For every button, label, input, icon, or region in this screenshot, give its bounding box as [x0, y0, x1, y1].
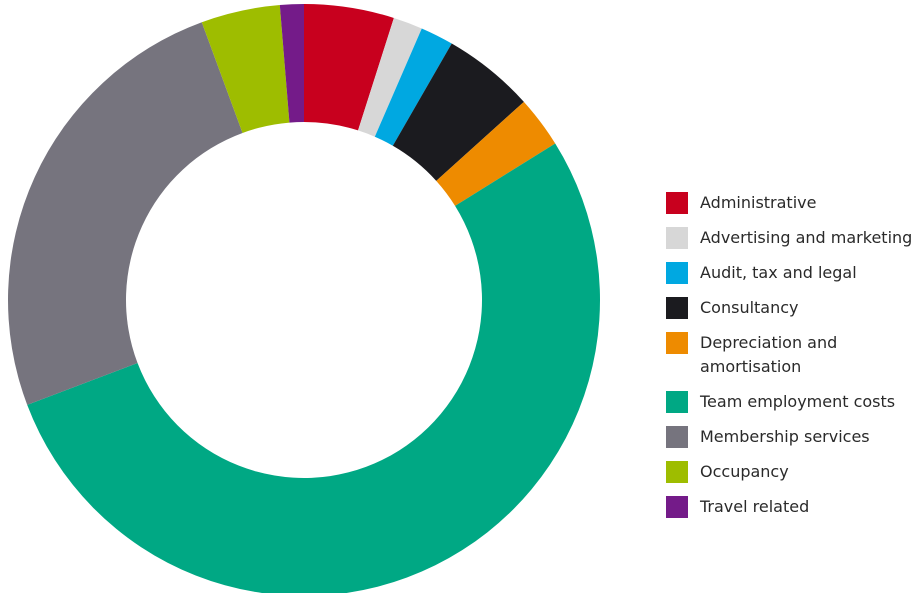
legend-swatch [666, 391, 688, 413]
legend-swatch [666, 297, 688, 319]
legend-item-depreciation-and-amortisation: Depreciation and amortisation [666, 331, 922, 379]
legend-label: Occupancy [700, 462, 789, 481]
legend-item-occupancy: Occupancy [666, 460, 922, 484]
legend-item-advertising-and-marketing: Advertising and marketing [666, 226, 922, 250]
slice-membership-services [7, 22, 243, 405]
slice-team-employment-costs [27, 143, 600, 593]
legend-label: Team employment costs [700, 392, 896, 411]
slice-occupancy [201, 4, 290, 133]
slice-audit-tax-and-legal [374, 28, 452, 146]
legend-swatch [666, 332, 688, 354]
legend: Administrative Advertising and marketing A… [666, 191, 922, 530]
legend-item-consultancy: Consultancy [666, 296, 922, 320]
legend-label: Consultancy [700, 298, 799, 317]
legend-label: Advertising and marketing [700, 228, 913, 247]
slice-depreciation-and-amortisation [436, 101, 556, 206]
slice-consultancy [392, 43, 524, 181]
legend-item-audit-tax-and-legal: Audit, tax and legal [666, 261, 922, 285]
legend-label: Audit, tax and legal [700, 263, 857, 282]
legend-swatch [666, 262, 688, 284]
legend-item-membership-services: Membership services [666, 425, 922, 449]
legend-swatch [666, 496, 688, 518]
slice-advertising-and-marketing [358, 17, 422, 137]
slice-administrative [304, 4, 394, 131]
legend-item-team-employment-costs: Team employment costs [666, 390, 922, 414]
legend-swatch [666, 192, 688, 214]
legend-item-travel-related: Travel related [666, 495, 922, 519]
legend-label: Depreciation and amortisation [700, 333, 838, 376]
legend-label: Travel related [700, 497, 810, 516]
legend-label: Membership services [700, 427, 870, 446]
legend-swatch [666, 426, 688, 448]
donut-slices [7, 4, 600, 593]
legend-swatch [666, 227, 688, 249]
legend-label: Administrative [700, 193, 817, 212]
slice-travel-related [279, 4, 304, 123]
legend-swatch [666, 461, 688, 483]
legend-item-administrative: Administrative [666, 191, 922, 215]
